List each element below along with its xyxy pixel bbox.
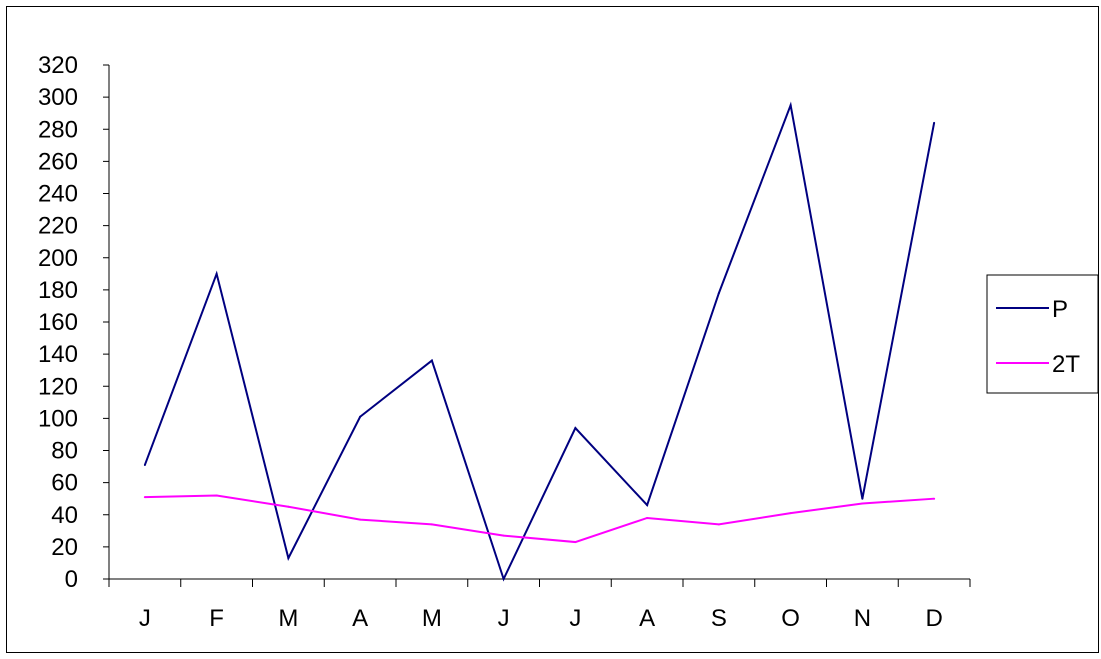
legend-label-2t: 2T bbox=[1052, 351, 1080, 378]
data-point-2t bbox=[789, 512, 792, 515]
data-point-p bbox=[574, 427, 577, 430]
y-tick-label: 280 bbox=[38, 116, 78, 143]
data-point-p bbox=[287, 557, 290, 560]
data-point-2t bbox=[574, 541, 577, 544]
data-point-p bbox=[789, 104, 792, 107]
series-line-p bbox=[143, 101, 936, 582]
y-tick-label: 260 bbox=[38, 148, 78, 175]
y-tick-label: 220 bbox=[38, 213, 78, 240]
data-point-p bbox=[502, 578, 505, 580]
data-point-2t bbox=[143, 496, 146, 499]
data-point-2t bbox=[861, 502, 864, 505]
legend-label-p: P bbox=[1052, 296, 1068, 323]
x-tick-label: A bbox=[639, 605, 655, 632]
data-point-p bbox=[215, 272, 218, 275]
y-tick-label: 40 bbox=[51, 502, 78, 529]
x-tick-label: S bbox=[711, 605, 727, 632]
data-point-p bbox=[430, 359, 433, 362]
line-chart: 0 20 40 60 80 100 120 140 160 180 200 220 240 260 280 3… bbox=[38, 52, 1099, 632]
x-tick-label: M bbox=[278, 605, 298, 632]
data-point-p bbox=[359, 415, 362, 418]
data-point-2t bbox=[646, 516, 649, 519]
data-point-p bbox=[143, 463, 146, 466]
x-tick-label: O bbox=[781, 605, 800, 632]
x-tick-label: N bbox=[854, 605, 871, 632]
series-lines bbox=[143, 101, 936, 582]
data-point-2t bbox=[502, 534, 505, 537]
data-point-2t bbox=[215, 494, 218, 497]
y-tick-label: 20 bbox=[51, 534, 78, 561]
y-tick-label: 60 bbox=[51, 470, 78, 497]
legend-box bbox=[986, 274, 1099, 394]
data-point-2t bbox=[287, 505, 290, 508]
data-point-p bbox=[717, 292, 720, 295]
data-point-2t bbox=[359, 518, 362, 521]
y-tick-label: 180 bbox=[38, 277, 78, 304]
data-point-p bbox=[933, 121, 936, 124]
y-tick-label: 320 bbox=[38, 52, 78, 79]
series-line-2t bbox=[144, 494, 935, 544]
x-tick-label: M bbox=[422, 605, 442, 632]
y-axis: 0 20 40 60 80 100 120 140 160 180 200 220 240 260 280 3… bbox=[38, 52, 110, 593]
x-tick-label: J bbox=[498, 605, 510, 632]
legend: P 2T bbox=[986, 274, 1099, 394]
y-tick-label: 100 bbox=[38, 405, 78, 432]
y-tick-label: 80 bbox=[51, 438, 78, 465]
y-tick-label: 240 bbox=[38, 181, 78, 208]
data-point-p bbox=[861, 497, 864, 500]
y-tick-label: 140 bbox=[38, 341, 78, 368]
data-point-p bbox=[646, 504, 649, 507]
data-point-2t bbox=[933, 497, 936, 500]
y-tick-label: 300 bbox=[38, 84, 78, 111]
x-tick-label: J bbox=[139, 605, 151, 632]
x-tick-label: D bbox=[925, 605, 942, 632]
x-tick-label: F bbox=[209, 605, 224, 632]
y-tick-label: 160 bbox=[38, 309, 78, 336]
y-tick-label: 0 bbox=[65, 566, 78, 593]
y-tick-label: 120 bbox=[38, 373, 78, 400]
x-tick-label: J bbox=[569, 605, 581, 632]
x-tick-label: A bbox=[352, 605, 368, 632]
data-point-2t bbox=[717, 523, 720, 526]
y-tick-label: 200 bbox=[38, 245, 78, 272]
data-point-2t bbox=[430, 523, 433, 526]
chart-frame: 0 20 40 60 80 100 120 140 160 180 200 220 240 260 280 3… bbox=[6, 6, 1099, 653]
